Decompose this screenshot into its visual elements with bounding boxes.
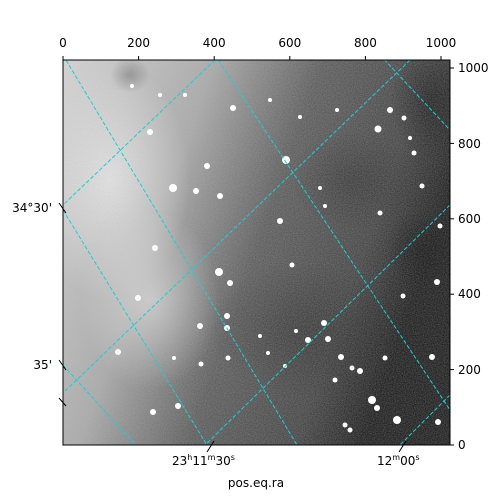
star (294, 329, 298, 333)
right-tick-label: 600 (458, 212, 481, 226)
star (169, 184, 177, 192)
star (374, 125, 382, 133)
right-tick-label: 0 (458, 438, 466, 452)
star (325, 336, 331, 342)
top-tick-label: 200 (127, 36, 150, 50)
star (318, 186, 322, 190)
top-tick-label: 0 (59, 36, 67, 50)
star (197, 323, 203, 329)
star (400, 293, 406, 299)
bottom-tick-label-1: 23h11m30s (172, 453, 235, 468)
star (332, 377, 338, 383)
star (115, 349, 121, 355)
star (172, 356, 176, 360)
star (349, 365, 355, 371)
star (382, 355, 388, 361)
bottom-tick-label-2: 12m00s (377, 453, 420, 468)
left-tick-label: 35' (33, 358, 52, 372)
star (377, 210, 383, 216)
star (434, 279, 440, 285)
star (158, 93, 162, 97)
right-tick-label: 400 (458, 287, 481, 301)
star (224, 313, 230, 319)
star (193, 188, 199, 194)
top-tick-label: 600 (278, 36, 301, 50)
star (429, 354, 435, 360)
star (393, 416, 401, 424)
star (305, 337, 311, 343)
right-tick-label: 800 (458, 137, 481, 151)
star (437, 223, 443, 229)
star (401, 115, 407, 121)
star (150, 409, 156, 415)
star (135, 295, 141, 301)
star (408, 136, 412, 140)
star (338, 354, 344, 360)
star (347, 427, 353, 433)
star (374, 405, 380, 411)
star (282, 156, 290, 164)
x-axis-title: pos.eq.ra (228, 476, 284, 490)
top-tick-label: 400 (203, 36, 226, 50)
star (204, 163, 210, 169)
star (277, 218, 283, 224)
star (215, 268, 223, 276)
star (198, 361, 204, 367)
star (289, 262, 295, 268)
top-axis: 0 200 400 600 800 1000 (59, 36, 456, 60)
right-axis: 0 200 400 600 800 1000 (450, 61, 489, 452)
left-tick-label: 34°30' (12, 201, 52, 215)
right-tick-label: 1000 (458, 61, 489, 75)
star (342, 422, 348, 428)
star (268, 98, 272, 102)
star (266, 351, 270, 355)
star (368, 396, 376, 404)
plot-frame (62, 59, 451, 446)
star (323, 204, 327, 208)
left-axis: 34°30' 35' (12, 201, 67, 407)
bottom-axis: 23h11m30s 12m00s pos.eq.ra (172, 440, 420, 490)
sky-image (63, 60, 450, 445)
star (147, 129, 153, 135)
star (217, 193, 223, 199)
star-field (115, 84, 443, 433)
star (227, 280, 233, 286)
star (411, 150, 417, 156)
star (419, 183, 425, 189)
star (357, 368, 363, 374)
star (321, 320, 327, 326)
star (183, 93, 187, 97)
star (175, 403, 181, 409)
star (298, 115, 302, 119)
star (225, 355, 231, 361)
star (230, 105, 236, 111)
star (130, 84, 134, 88)
star (387, 107, 393, 113)
top-tick-label: 800 (354, 36, 377, 50)
right-tick-label: 200 (458, 363, 481, 377)
top-tick-label: 1000 (426, 36, 457, 50)
star (152, 245, 158, 251)
star (435, 419, 441, 425)
star (258, 334, 262, 338)
star (335, 108, 339, 112)
coordinate-grid (63, 60, 450, 445)
